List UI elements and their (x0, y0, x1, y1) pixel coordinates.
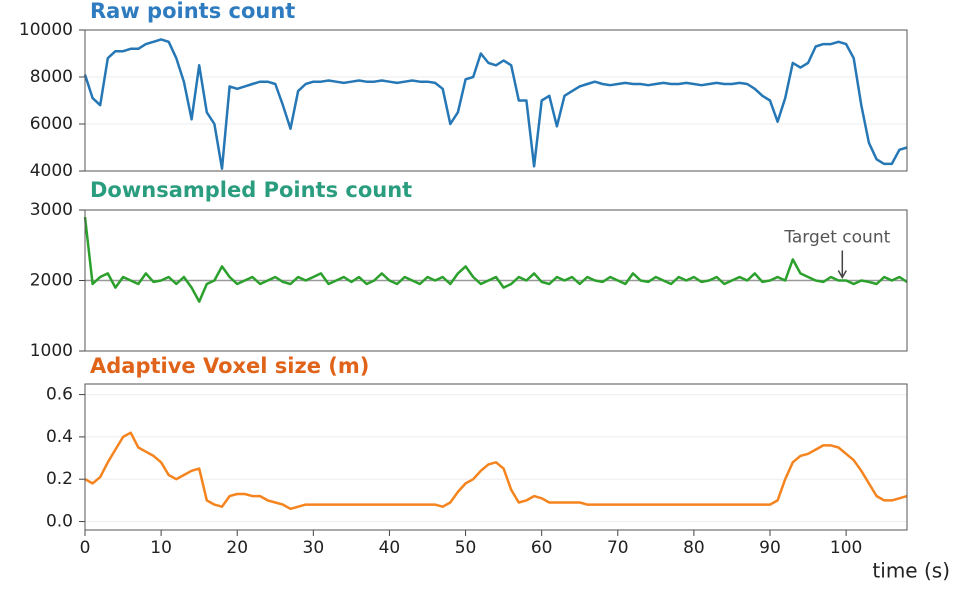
y-tick-label: 10000 (19, 20, 73, 40)
y-tick-label: 8000 (30, 67, 73, 87)
y-tick-label: 3000 (30, 200, 73, 220)
x-tick-label: 80 (683, 538, 705, 558)
x-tick-label: 20 (226, 538, 248, 558)
panel-title: Raw points count (90, 0, 295, 23)
x-tick-label: 30 (303, 538, 325, 558)
plot-frame (84, 209, 908, 352)
y-tick-label: 1000 (30, 341, 73, 361)
annotation: Target count (783, 228, 890, 248)
y-tick-label: 0.2 (46, 469, 73, 489)
annotation-arrow (837, 250, 847, 280)
x-tick-label: 100 (830, 538, 862, 558)
x-tick-label: 50 (455, 538, 477, 558)
plot-frame (84, 383, 908, 531)
data-line (84, 431, 908, 511)
x-tick-label: 90 (759, 538, 781, 558)
y-tick-label: 0.6 (46, 385, 73, 405)
x-tick-label: 70 (607, 538, 629, 558)
y-tick-label: 0.0 (46, 512, 73, 532)
x-tick-label: 40 (379, 538, 401, 558)
y-tick-label: 2000 (30, 271, 73, 291)
y-tick-label: 6000 (30, 114, 73, 134)
x-tick-label: 60 (531, 538, 553, 558)
x-tick-label: 10 (150, 538, 172, 558)
data-line (83, 38, 908, 170)
y-tick-label: 0.4 (46, 427, 73, 447)
y-tick-label: 4000 (30, 161, 73, 181)
panel-title: Downsampled Points count (90, 178, 412, 202)
plot-frame (84, 29, 908, 172)
x-axis-label: time (s) (872, 559, 950, 583)
x-tick-label: 0 (80, 538, 91, 558)
panel-title: Adaptive Voxel size (m) (90, 354, 369, 378)
data-line (83, 216, 908, 303)
